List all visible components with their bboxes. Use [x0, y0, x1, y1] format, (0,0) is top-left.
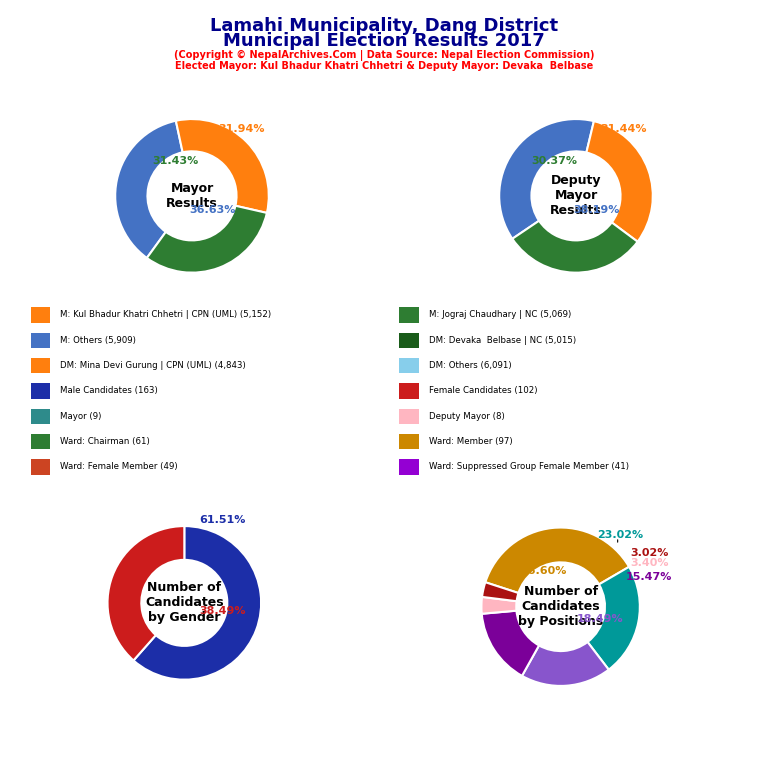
Text: Deputy Mayor (8): Deputy Mayor (8)	[429, 412, 505, 421]
Text: (Copyright © NepalArchives.Com | Data Source: Nepal Election Commission): (Copyright © NepalArchives.Com | Data So…	[174, 50, 594, 61]
Wedge shape	[485, 528, 629, 593]
Text: Municipal Election Results 2017: Municipal Election Results 2017	[223, 32, 545, 50]
Text: Ward: Female Member (49): Ward: Female Member (49)	[60, 462, 177, 472]
Text: Number of
Candidates
by Gender: Number of Candidates by Gender	[145, 581, 223, 624]
Wedge shape	[512, 220, 637, 273]
Wedge shape	[134, 526, 261, 680]
Wedge shape	[482, 611, 539, 676]
Text: DM: Others (6,091): DM: Others (6,091)	[429, 361, 511, 370]
Text: Mayor (9): Mayor (9)	[60, 412, 101, 421]
Text: Male Candidates (163): Male Candidates (163)	[60, 386, 157, 396]
Text: 23.02%: 23.02%	[597, 531, 643, 541]
Wedge shape	[588, 567, 640, 670]
Wedge shape	[108, 526, 184, 660]
Text: 18.49%: 18.49%	[577, 614, 624, 624]
Wedge shape	[587, 121, 653, 242]
Text: 30.37%: 30.37%	[531, 156, 578, 167]
Text: 38.19%: 38.19%	[574, 204, 620, 215]
Text: 31.43%: 31.43%	[152, 156, 198, 167]
Text: 3.40%: 3.40%	[630, 558, 669, 568]
Text: Ward: Suppressed Group Female Member (41): Ward: Suppressed Group Female Member (41…	[429, 462, 628, 472]
Text: M: Jograj Chaudhary | NC (5,069): M: Jograj Chaudhary | NC (5,069)	[429, 310, 571, 319]
Wedge shape	[115, 121, 183, 258]
Wedge shape	[499, 119, 594, 239]
Text: Elected Mayor: Kul Bhadur Khatri Chhetri & Deputy Mayor: Devaka  Belbase: Elected Mayor: Kul Bhadur Khatri Chhetri…	[175, 61, 593, 71]
Text: Mayor
Results: Mayor Results	[166, 182, 218, 210]
Text: 36.63%: 36.63%	[190, 204, 236, 215]
Wedge shape	[522, 642, 609, 686]
Text: 31.94%: 31.94%	[219, 124, 265, 134]
Text: 38.49%: 38.49%	[200, 605, 246, 616]
Text: Ward: Chairman (61): Ward: Chairman (61)	[60, 437, 150, 446]
Wedge shape	[176, 119, 269, 213]
Text: Number of
Candidates
by Positions: Number of Candidates by Positions	[518, 585, 604, 628]
Text: Ward: Member (97): Ward: Member (97)	[429, 437, 512, 446]
Text: Lamahi Municipality, Dang District: Lamahi Municipality, Dang District	[210, 17, 558, 35]
Wedge shape	[482, 597, 517, 614]
Text: M: Others (5,909): M: Others (5,909)	[60, 336, 136, 345]
Text: Female Candidates (102): Female Candidates (102)	[429, 386, 537, 396]
Text: 3.02%: 3.02%	[631, 548, 668, 558]
Text: 61.51%: 61.51%	[200, 515, 246, 525]
Text: 15.47%: 15.47%	[626, 571, 673, 581]
Text: 36.60%: 36.60%	[520, 566, 567, 576]
Wedge shape	[482, 582, 518, 601]
Text: Deputy
Mayor
Results: Deputy Mayor Results	[550, 174, 602, 217]
Text: 31.44%: 31.44%	[601, 124, 647, 134]
Wedge shape	[147, 206, 266, 273]
Text: DM: Devaka  Belbase | NC (5,015): DM: Devaka Belbase | NC (5,015)	[429, 336, 576, 345]
Text: M: Kul Bhadur Khatri Chhetri | CPN (UML) (5,152): M: Kul Bhadur Khatri Chhetri | CPN (UML)…	[60, 310, 271, 319]
Text: DM: Mina Devi Gurung | CPN (UML) (4,843): DM: Mina Devi Gurung | CPN (UML) (4,843)	[60, 361, 246, 370]
